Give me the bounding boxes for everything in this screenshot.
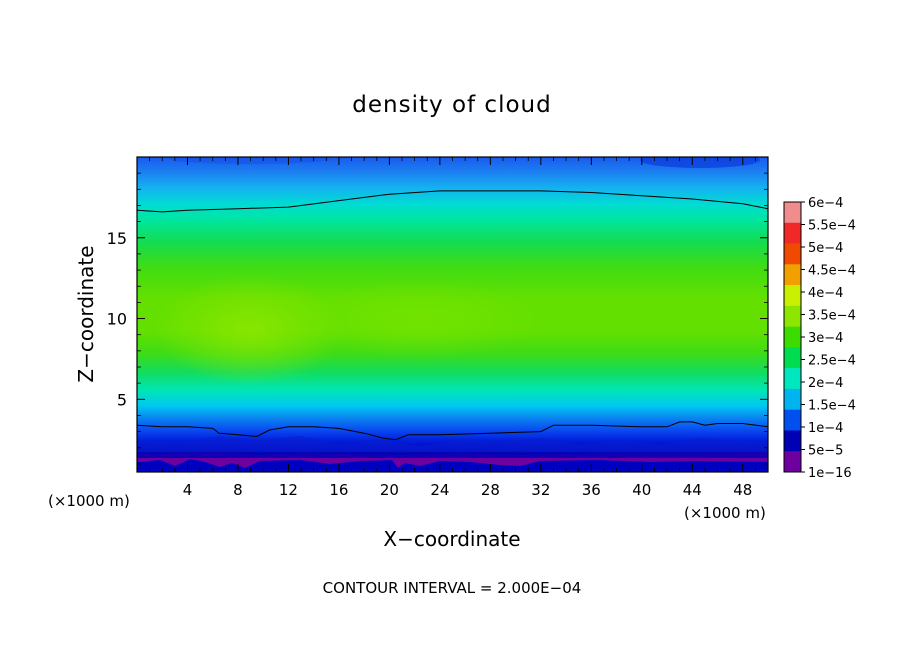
colorbar-label: 1e−4 bbox=[808, 421, 843, 436]
y-tick-label: 5 bbox=[117, 390, 127, 409]
colorbar-label: 5e−5 bbox=[808, 444, 843, 459]
x-unit-label-right: (×1000 m) bbox=[684, 504, 766, 522]
colorbar-label: 2e−4 bbox=[808, 376, 843, 391]
colorbar-swatch bbox=[784, 305, 801, 327]
y-tick-label: 15 bbox=[107, 229, 127, 248]
x-tick-label: 4 bbox=[183, 481, 193, 499]
y-axis-label: Z−coordinate bbox=[74, 245, 98, 382]
colorbar-swatch bbox=[784, 430, 801, 452]
colorbar-swatch bbox=[784, 222, 801, 244]
colorbar-swatch bbox=[784, 285, 801, 307]
plot-area bbox=[137, 157, 768, 472]
colorbar-label: 5.5e−4 bbox=[808, 219, 856, 234]
contour-line bbox=[137, 190, 768, 213]
density-high-region bbox=[300, 280, 540, 360]
bottom-noise bbox=[137, 436, 768, 472]
colorbar-swatch bbox=[784, 388, 801, 410]
colorbar-swatch bbox=[784, 202, 801, 224]
x-tick-label: 44 bbox=[683, 481, 702, 499]
colorbar-swatch bbox=[784, 243, 801, 265]
colorbar-swatch bbox=[784, 264, 801, 286]
colorbar-label: 4e−4 bbox=[808, 286, 843, 301]
contour-lines bbox=[137, 190, 768, 441]
x-tick-label: 8 bbox=[233, 481, 243, 499]
x-axis-label: X−coordinate bbox=[383, 527, 520, 551]
x-tick-label: 28 bbox=[481, 481, 500, 499]
contour-line bbox=[137, 421, 768, 441]
x-tick-label: 32 bbox=[531, 481, 550, 499]
colorbar-swatch bbox=[784, 368, 801, 390]
chart-title: density of cloud bbox=[352, 92, 551, 118]
colorbar-label: 6e−4 bbox=[808, 196, 843, 211]
colorbar-swatch bbox=[784, 326, 801, 348]
colorbar-swatch bbox=[784, 409, 801, 431]
y-axis: 5 10 15 bbox=[107, 172, 768, 465]
x-unit-label-left: (×1000 m) bbox=[48, 492, 130, 510]
x-axis: 4 8 12 16 20 24 28 32 36 40 44 48 bbox=[149, 157, 756, 499]
x-tick-label: 12 bbox=[279, 481, 298, 499]
colorbar-label: 4.5e−4 bbox=[808, 264, 856, 279]
colorbar-label: 2.5e−4 bbox=[808, 354, 856, 369]
x-tick-label: 24 bbox=[430, 481, 449, 499]
x-tick-label: 16 bbox=[329, 481, 348, 499]
x-tick-label: 48 bbox=[733, 481, 752, 499]
colorbar-swatch bbox=[784, 347, 801, 369]
colorbar-label: 1.5e−4 bbox=[808, 399, 856, 414]
colorbar-label: 3e−4 bbox=[808, 331, 843, 346]
colorbar-label: 3.5e−4 bbox=[808, 309, 856, 324]
colorbar-swatch bbox=[784, 451, 801, 473]
colorbar-label: 1e−16 bbox=[808, 466, 852, 481]
contour-interval-note: CONTOUR INTERVAL = 2.000E−04 bbox=[323, 579, 582, 597]
colorbar-label: 5e−4 bbox=[808, 241, 843, 256]
x-tick-label: 36 bbox=[582, 481, 601, 499]
x-tick-label: 20 bbox=[380, 481, 399, 499]
colorbar: 6e−4 5.5e−4 5e−4 4.5e−4 4e−4 3.5e−4 3e−4 2.5e−4… bbox=[783, 196, 856, 481]
y-tick-label: 10 bbox=[107, 310, 127, 329]
x-tick-label: 40 bbox=[632, 481, 651, 499]
density-maximum-region bbox=[155, 275, 345, 385]
